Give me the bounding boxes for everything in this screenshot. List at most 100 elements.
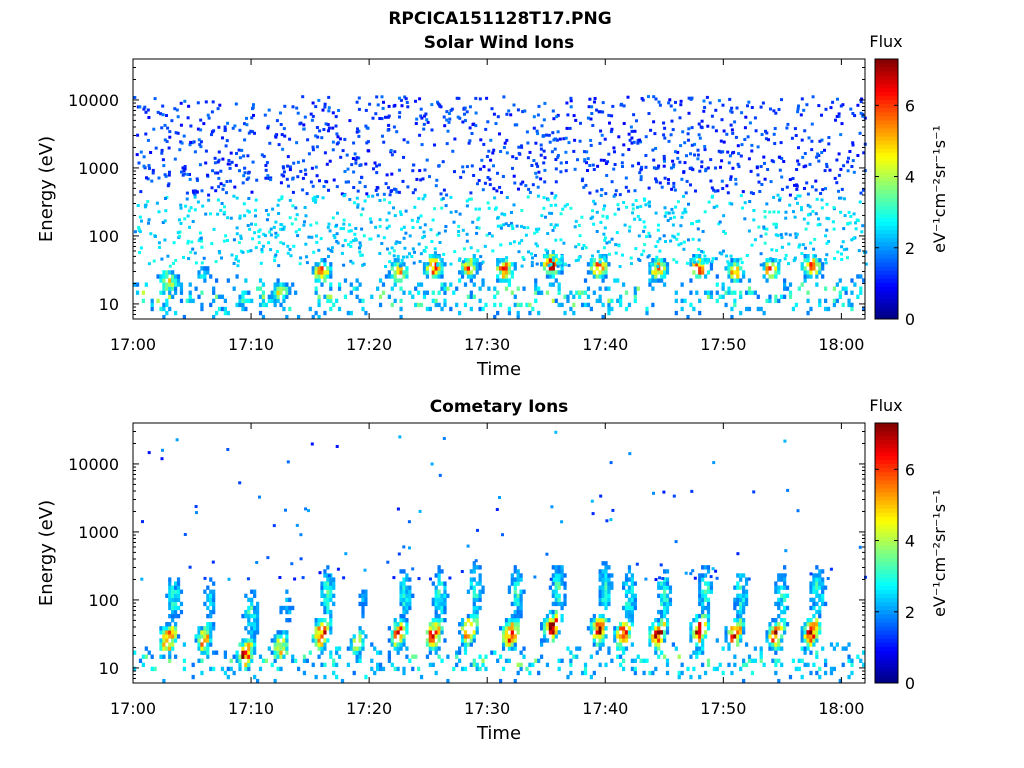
spectrogram-point <box>268 230 272 234</box>
spectrogram-point <box>647 231 651 235</box>
spectrogram-point <box>220 202 224 205</box>
spectrogram-point <box>726 260 730 264</box>
spectrogram-cell <box>616 630 620 635</box>
spectrogram-cell <box>390 274 394 279</box>
spectrogram-cell <box>809 306 813 312</box>
spectrogram-cell <box>513 262 517 267</box>
spectrogram-cell <box>531 306 535 312</box>
spectrogram-cell <box>516 662 520 668</box>
spectrogram-point <box>339 227 343 231</box>
spectrogram-cell <box>800 266 804 271</box>
spectrogram-point <box>137 225 141 229</box>
spectrogram-point <box>816 223 820 227</box>
spectrogram-point <box>565 126 569 130</box>
spectrogram-cell <box>320 662 324 668</box>
spectrogram-point <box>436 262 440 266</box>
spectrogram-cell <box>381 666 386 672</box>
spectrogram-cell <box>481 585 485 590</box>
spectrogram-cell <box>378 650 383 655</box>
spectrogram-point <box>438 473 442 477</box>
spectrogram-cell <box>727 274 731 279</box>
spectrogram-point <box>684 571 688 575</box>
spectrogram-cell <box>510 601 514 607</box>
spectrogram-point <box>395 190 399 194</box>
spectrogram-cell <box>402 601 406 607</box>
spectrogram-point <box>700 126 704 130</box>
spectrogram-cell <box>431 274 435 279</box>
spectrogram-point <box>552 117 556 121</box>
spectrogram-cell <box>235 650 239 655</box>
spectrogram-cell <box>768 622 772 627</box>
spectrogram-point <box>226 448 230 451</box>
spectrogram-point <box>797 162 801 166</box>
spectrogram-cell <box>282 306 286 312</box>
spectrogram-point <box>763 161 766 165</box>
spectrogram-point <box>265 161 269 165</box>
spectrogram-cell <box>197 626 201 631</box>
spectrogram-cell <box>689 302 693 308</box>
spectrogram-point <box>591 254 594 258</box>
spectrogram-cell <box>361 630 365 635</box>
spectrogram-cell <box>730 630 734 635</box>
spectrogram-point <box>686 132 690 136</box>
spectrogram-cell <box>812 258 816 263</box>
spectrogram-cell <box>832 646 837 651</box>
spectrogram-cell <box>780 626 784 631</box>
spectrogram-cell <box>323 674 327 680</box>
spectrogram-point <box>748 200 752 203</box>
colorbar-step <box>875 278 898 283</box>
spectrogram-point <box>747 229 751 233</box>
spectrogram-cell <box>235 302 239 308</box>
spectrogram-point <box>485 155 489 158</box>
spectrogram-cell <box>665 626 670 631</box>
spectrogram-cell <box>285 286 289 291</box>
spectrogram-cell <box>689 290 693 295</box>
spectrogram-point <box>835 115 839 118</box>
spectrogram-point <box>282 127 286 131</box>
spectrogram-cell <box>405 589 409 594</box>
spectrogram-cell <box>314 638 318 643</box>
spectrogram-cell <box>803 278 807 283</box>
spectrogram-cell <box>168 642 172 647</box>
spectrogram-cell <box>478 666 482 672</box>
spectrogram-cell <box>276 650 280 655</box>
spectrogram-point <box>149 151 153 154</box>
spectrogram-point <box>502 146 506 149</box>
spectrogram-cell <box>171 605 175 611</box>
spectrogram-point <box>180 170 183 174</box>
spectrogram-cell <box>481 662 485 668</box>
spectrogram-cell <box>598 585 602 590</box>
spectrogram-cell <box>654 278 658 283</box>
spectrogram-cell <box>176 274 181 279</box>
spectrogram-point <box>750 149 754 153</box>
spectrogram-cell <box>411 294 415 299</box>
spectrogram-point <box>535 162 539 166</box>
spectrogram-cell <box>847 658 851 663</box>
spectrogram-point <box>342 576 346 580</box>
spectrogram-point <box>340 192 344 196</box>
spectrogram-point <box>382 140 386 144</box>
spectrogram-cell <box>241 294 245 299</box>
spectrogram-point <box>826 577 830 580</box>
spectrogram-cell <box>496 274 500 279</box>
spectrogram-cell <box>560 302 564 308</box>
spectrogram-point <box>190 240 194 244</box>
spectrogram-cell <box>756 306 760 312</box>
spectrogram-point <box>303 115 307 119</box>
spectrogram-cell <box>800 674 804 680</box>
spectrogram-point <box>573 225 577 229</box>
spectrogram-cell <box>335 662 339 668</box>
spectrogram-point <box>315 221 319 225</box>
spectrogram-point <box>375 186 379 189</box>
spectrogram-cell <box>355 294 359 299</box>
spectrogram-cell <box>434 593 438 598</box>
spectrogram-cell <box>589 266 593 271</box>
spectrogram-point <box>386 115 390 119</box>
spectrogram-cell <box>141 290 146 295</box>
spectrogram-cell <box>320 274 324 279</box>
colorbar-unit-label: eV⁻¹cm⁻²sr⁻¹s⁻¹ <box>930 125 949 253</box>
spectrogram-point <box>402 236 406 240</box>
spectrogram-cell <box>168 601 172 607</box>
spectrogram-point <box>442 115 446 119</box>
spectrogram-point <box>279 241 283 244</box>
